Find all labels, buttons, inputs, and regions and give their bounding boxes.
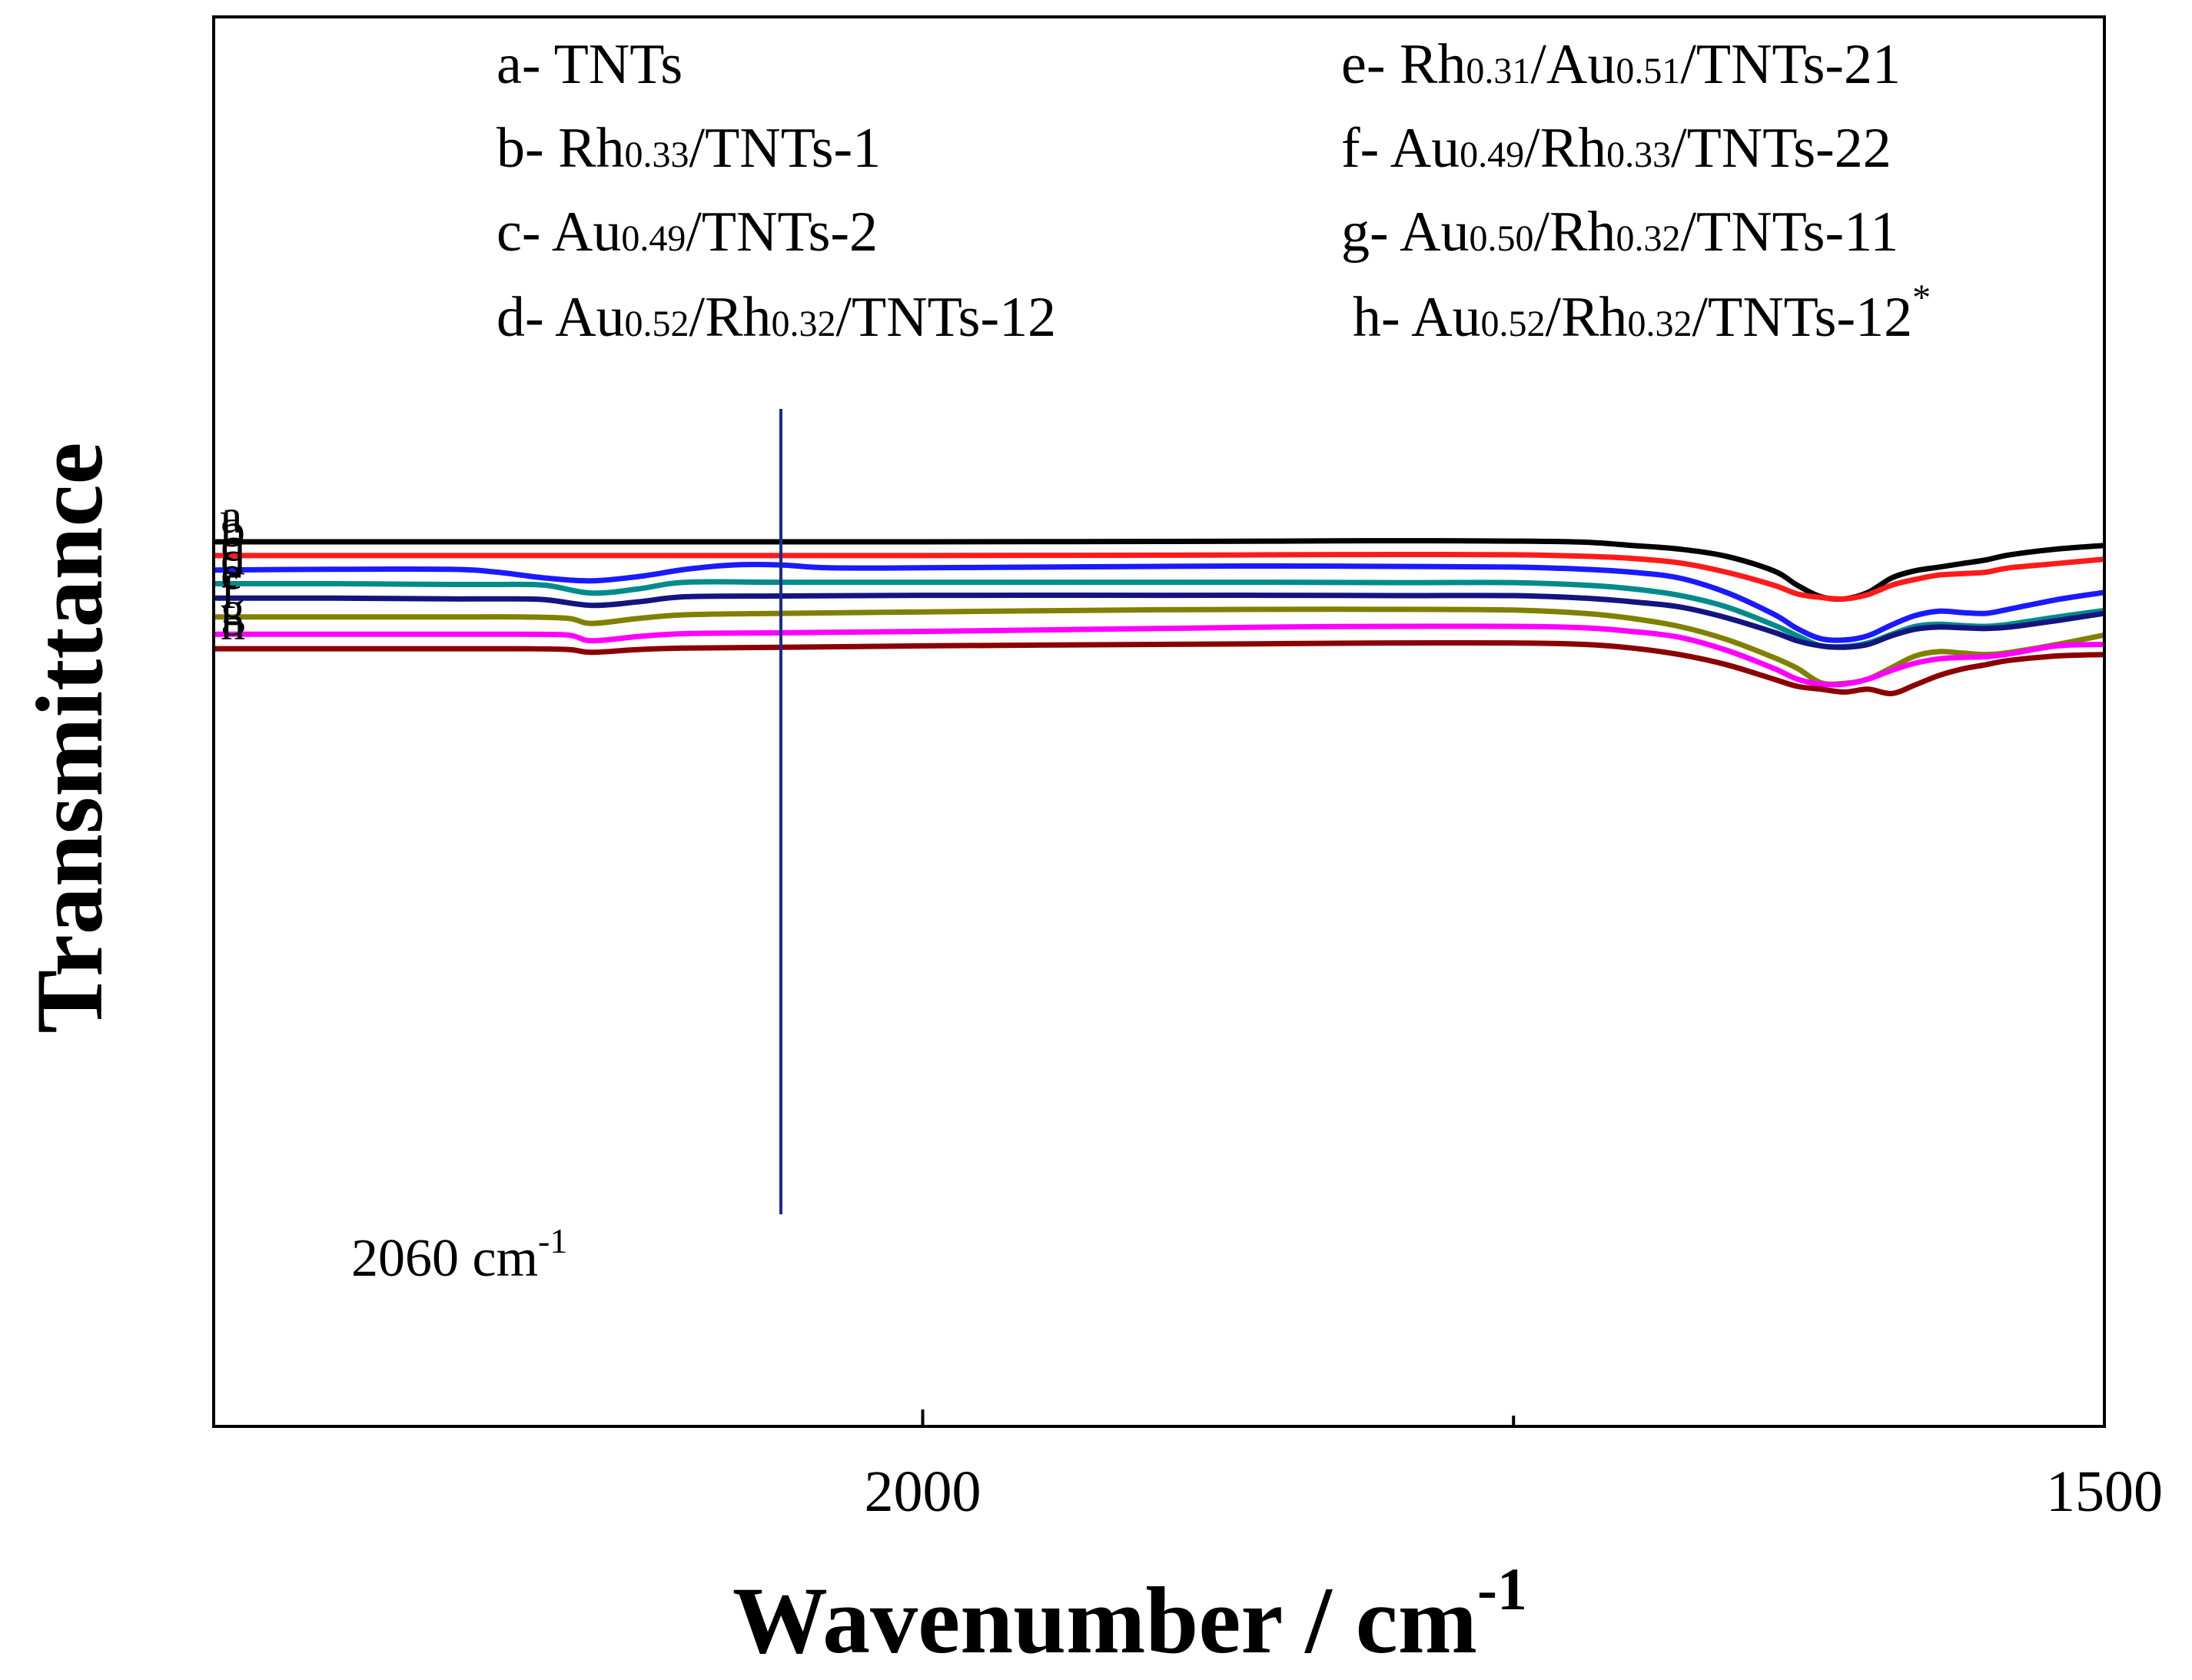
series-line-d xyxy=(214,579,2104,650)
series-label-d: d xyxy=(221,531,245,586)
legend-entry-e: e- Rh0.31/Au0.51/TNTs-21 xyxy=(1341,33,1901,96)
series-label-h: h xyxy=(221,596,245,650)
series-line-f xyxy=(214,606,2104,687)
series-line-h xyxy=(214,639,2104,696)
series-line-g xyxy=(214,623,2104,688)
annotation-label: 2060 cm-1 xyxy=(351,1221,567,1288)
legend-entry-c: c- Au0.49/TNTs-2 xyxy=(497,201,878,264)
series-label-c: c xyxy=(221,517,242,572)
x-tick-label-1500: 1500 xyxy=(2046,1459,2163,1524)
series-line-c xyxy=(214,562,2104,643)
series-label-a: a xyxy=(221,489,242,543)
series-label-g: g xyxy=(221,581,245,636)
legend-entry-g: g- Au0.50/Rh0.32/TNTs-11 xyxy=(1341,201,1898,264)
series-label-f: f xyxy=(221,564,237,619)
legend-entry-f: f- Au0.49/Rh0.33/TNTs-22 xyxy=(1341,117,1891,180)
x-axis-title: Wavenumber / cm-1 xyxy=(732,1555,1527,1673)
legend-entry-h: h- Au0.52/Rh0.32/TNTs-12* xyxy=(1353,277,1931,349)
series-line-e xyxy=(214,593,2104,650)
series-line-a xyxy=(214,538,2104,603)
x-tick-label-2000: 2000 xyxy=(865,1459,981,1524)
legend-entry-d: d- Au0.52/Rh0.32/TNTs-12 xyxy=(497,286,1056,349)
series-label-b: b xyxy=(221,503,245,557)
legend-entry-a: a- TNTs xyxy=(497,33,683,96)
legend-entry-b: b- Rh0.33/TNTs-1 xyxy=(497,117,881,180)
series-label-e: e xyxy=(221,545,242,599)
series-line-b xyxy=(214,552,2104,602)
plot-frame xyxy=(212,15,2106,1428)
y-axis-title: Transmittance xyxy=(17,442,122,1033)
